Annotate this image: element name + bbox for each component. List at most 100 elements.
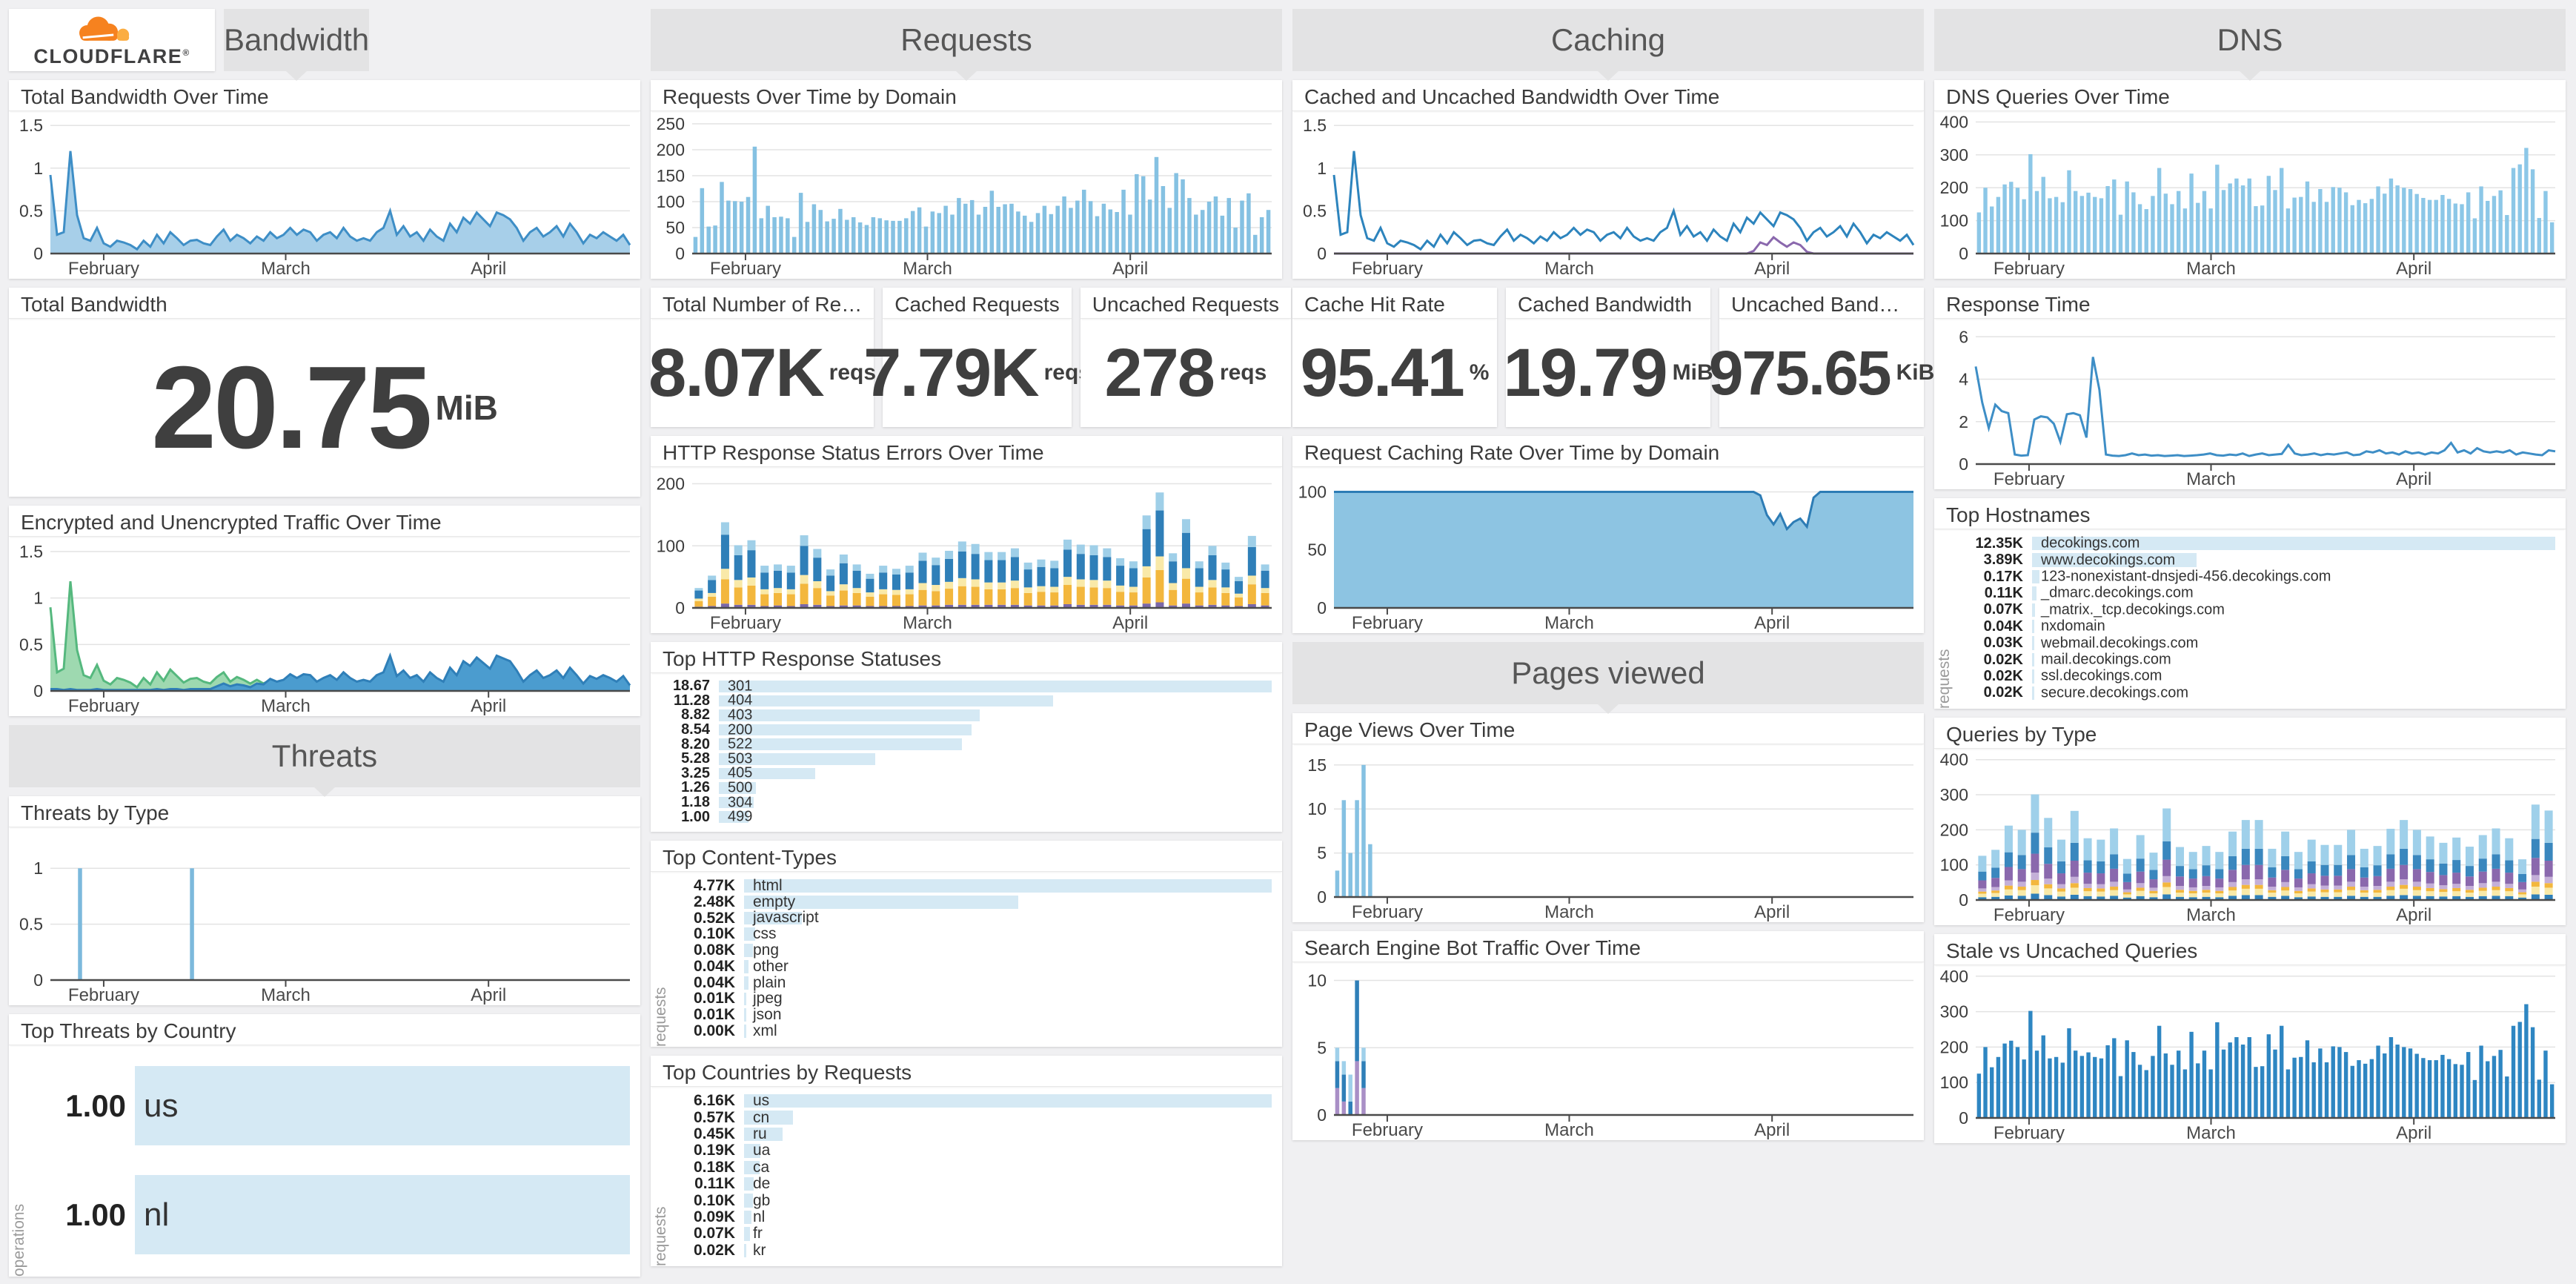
list-item-label: json [753, 1006, 782, 1024]
stale-queries-bar-chart[interactable]: 0 100 200 300 400 February March April [1934, 965, 2566, 1143]
list-item[interactable]: 1.00 nl [30, 1160, 630, 1269]
list-item[interactable]: 0.08K png [671, 942, 1272, 959]
chart-svg: 0 2 4 6 February March April [1959, 327, 2556, 489]
list-item-value: 2.48K [693, 893, 735, 910]
list-item[interactable]: 0.09K nl [671, 1208, 1272, 1225]
bot-traffic-stacked-chart[interactable]: 0 5 10 February March April [1292, 962, 1924, 1140]
list-item[interactable]: 1.26 500 [654, 779, 1272, 795]
cached-uncached-line-chart[interactable]: 0 0.5 1 1.5 February March April [1292, 111, 1924, 279]
dns-queries-bar-chart[interactable]: 0 100 200 300 400 February March April [1934, 111, 2566, 279]
list-item[interactable]: 0.57K cn [671, 1108, 1272, 1126]
metric-value: 7.79K [863, 334, 1039, 411]
list-item[interactable]: 0.02K kr [671, 1242, 1272, 1259]
panel-title: Encrypted and Unencrypted Traffic Over T… [9, 506, 640, 537]
list-item[interactable]: 0.07K fr [671, 1225, 1272, 1242]
list-item[interactable]: 8.20 522 [654, 736, 1272, 752]
svg-text:0: 0 [33, 244, 43, 263]
queries-by-type-stacked-chart[interactable]: 0 100 200 300 400 February March April [1934, 749, 2566, 925]
svg-text:March: March [1544, 902, 1594, 922]
list-item-bar: ru [744, 1125, 1272, 1142]
page-views-bar-chart[interactable]: 0 5 10 15 February March April [1292, 744, 1924, 922]
list-item-value: 0.07K [1983, 601, 2023, 618]
list-item-bar: json [744, 1006, 1272, 1024]
caching-rate-area-chart[interactable]: 0 50 100 February March April [1292, 467, 1924, 633]
list-item-bar: mail.decokings.com [2032, 652, 2555, 668]
list-axis-label: requests [652, 987, 669, 1047]
list-item[interactable]: 5.28 503 [654, 750, 1272, 767]
list-item[interactable]: 0.01K json [671, 1006, 1272, 1024]
list-item-value: 0.57K [693, 1108, 735, 1126]
svg-text:300: 300 [1940, 1002, 1968, 1022]
list-item[interactable]: 11.28 404 [654, 692, 1272, 709]
list-item[interactable]: 0.11K _dmarc.decokings.com [1955, 585, 2555, 601]
list-item[interactable]: 0.02K secure.decokings.com [1955, 684, 2555, 701]
list-item[interactable]: 0.11K de [671, 1175, 1272, 1192]
list-item[interactable]: 0.00K xml [671, 1022, 1272, 1039]
list-item[interactable]: 0.04K nxdomain [1955, 618, 2555, 635]
list-item[interactable]: 0.45K ru [671, 1125, 1272, 1142]
svg-text:April: April [471, 696, 506, 716]
list-item[interactable]: 0.02K mail.decokings.com [1955, 652, 2555, 668]
list-item[interactable]: 6.16K us [671, 1092, 1272, 1109]
list-item[interactable]: 8.82 403 [654, 706, 1272, 723]
list-item[interactable]: 4.77K html [671, 877, 1272, 894]
list-item[interactable]: 0.02K ssl.decokings.com [1955, 668, 2555, 684]
section-header-caching[interactable]: Caching [1292, 9, 1924, 81]
list-item[interactable]: 0.10K gb [671, 1192, 1272, 1209]
section-header-bandwidth[interactable]: Bandwidth [224, 9, 370, 81]
list-item[interactable]: 1.18 304 [654, 794, 1272, 810]
list-item-label: javascript [753, 909, 819, 927]
list-item-label: other [753, 957, 789, 975]
top-content-types-list[interactable]: 4.77K html 2.48K empty 0.52K javascript 0.10K c… [651, 872, 1282, 1047]
list-item-bar: empty [744, 893, 1272, 910]
list-item[interactable]: 0.07K _matrix._tcp.decokings.com [1955, 601, 2555, 618]
list-item-bar: css [744, 925, 1272, 942]
list-item[interactable]: 0.17K 123-nonexistant-dnsjedi-456.decokin… [1955, 569, 2555, 585]
section-header-requests[interactable]: Requests [651, 9, 1282, 81]
metric-value: 20.75 [151, 342, 432, 473]
list-item[interactable]: 12.35K decokings.com [1955, 535, 2555, 552]
list-item[interactable]: 3.89K www.decokings.com [1955, 552, 2555, 568]
list-item[interactable]: 2.48K empty [671, 893, 1272, 910]
svg-text:February: February [68, 696, 139, 716]
total-bandwidth-area-chart[interactable]: 0 0.5 1 1.5 February March April [9, 111, 640, 279]
svg-text:March: March [903, 259, 952, 279]
list-item[interactable]: 0.03K webmail.decokings.com [1955, 635, 2555, 651]
column-requests: Requests Requests Over Time by Domain 0 5… [648, 9, 1291, 1275]
section-header-dns[interactable]: DNS [1934, 9, 2566, 81]
list-item[interactable]: 0.10K css [671, 925, 1272, 942]
encrypted-traffic-area-chart[interactable]: 0 0.5 1 1.5 February March April [9, 537, 640, 716]
list-item[interactable]: 0.04K plain [671, 974, 1272, 991]
list-item-value: 1.00 [65, 1197, 126, 1232]
cloudflare-logo[interactable]: CLOUDFLARE® [9, 9, 215, 71]
list-item[interactable]: 0.01K jpeg [671, 990, 1272, 1007]
list-item[interactable]: 8.54 200 [654, 721, 1272, 738]
panel-page-views: Page Views Over Time 0 5 10 15 February March… [1292, 713, 1924, 922]
top-countries-list[interactable]: 6.16K us 0.57K cn 0.45K ru 0.19K ua 0.18K ca 0.11K… [651, 1087, 1282, 1266]
threats-by-type-bar-chart[interactable]: 0 0.5 1 February March April [9, 827, 640, 1005]
list-item-label: 301 [728, 678, 753, 695]
list-item[interactable]: 1.00 499 [654, 809, 1272, 825]
top-hostnames-list[interactable]: 12.35K decokings.com 3.89K www.decokings.co… [1934, 529, 2566, 709]
list-item-bar: nl [135, 1160, 630, 1269]
requests-over-time-bar-chart[interactable]: 0 50 100 150 200 250 February March April [651, 111, 1282, 279]
response-time-line-chart[interactable]: 0 2 4 6 February March April [1934, 319, 2566, 489]
list-item[interactable]: 3.25 405 [654, 765, 1272, 781]
list-item[interactable]: 0.04K other [671, 957, 1272, 975]
list-item-value: 0.19K [693, 1142, 735, 1159]
list-item[interactable]: 0.19K ua [671, 1142, 1272, 1159]
section-header-threats[interactable]: Threats [9, 725, 640, 797]
section-header-pages-viewed[interactable]: Pages viewed [1292, 642, 1924, 714]
svg-text:0.5: 0.5 [1303, 201, 1327, 220]
list-item[interactable]: 18.67 301 [654, 678, 1272, 695]
top-threats-by-country-list[interactable]: 1.00 us 1.00 nl [9, 1045, 640, 1277]
list-item-value: 8.54 [681, 721, 710, 738]
svg-text:100: 100 [657, 536, 685, 555]
top-statuses-list[interactable]: 18.67 301 11.28 404 8.82 403 8.54 200 8.20 522 5.2… [651, 673, 1282, 832]
list-item[interactable]: 0.18K ca [671, 1159, 1272, 1176]
list-item[interactable]: 1.00 us [30, 1051, 630, 1160]
list-item-bar: ua [744, 1142, 1272, 1159]
http-errors-stacked-chart[interactable]: 0 100 200 February March April [651, 467, 1282, 633]
hbar-list: 1.00 us 1.00 nl [9, 1045, 640, 1277]
list-item[interactable]: 0.52K javascript [671, 909, 1272, 927]
